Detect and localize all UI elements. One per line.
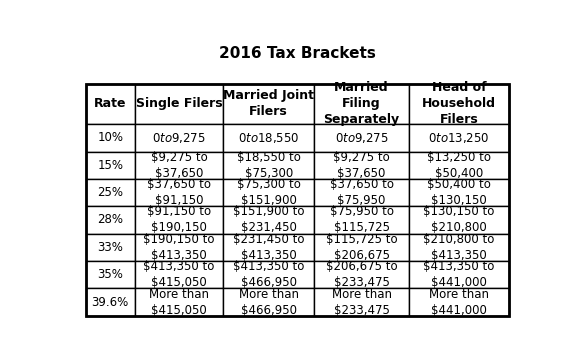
Text: 2016 Tax Brackets: 2016 Tax Brackets xyxy=(219,45,376,61)
Text: $190,150 to
$413,350: $190,150 to $413,350 xyxy=(143,233,215,262)
Text: $0 to $18,550: $0 to $18,550 xyxy=(238,131,299,145)
Bar xyxy=(135,234,223,261)
Bar xyxy=(409,234,509,261)
Text: $9,275 to
$37,650: $9,275 to $37,650 xyxy=(334,151,390,180)
Bar xyxy=(314,152,409,179)
Bar xyxy=(135,288,223,316)
Text: 28%: 28% xyxy=(97,213,124,226)
Bar xyxy=(409,288,509,316)
Text: Head of
Household
Filers: Head of Household Filers xyxy=(422,82,496,126)
Bar xyxy=(86,179,135,206)
Bar xyxy=(223,179,314,206)
Text: 15%: 15% xyxy=(97,159,124,172)
Bar xyxy=(135,261,223,288)
Text: Married Joint
Filers: Married Joint Filers xyxy=(223,90,314,118)
Bar xyxy=(86,234,135,261)
Bar xyxy=(135,179,223,206)
Bar xyxy=(86,261,135,288)
Text: $75,950 to
$115,725: $75,950 to $115,725 xyxy=(329,205,394,235)
Bar xyxy=(135,84,223,124)
Text: $13,250 to
$50,400: $13,250 to $50,400 xyxy=(427,151,491,180)
Bar xyxy=(409,124,509,152)
Text: 35%: 35% xyxy=(97,268,123,281)
Bar xyxy=(409,152,509,179)
Bar xyxy=(86,84,135,124)
Text: Single Filers: Single Filers xyxy=(136,97,222,110)
Text: $151,900 to
$231,450: $151,900 to $231,450 xyxy=(233,205,304,235)
Text: $0 to $13,250: $0 to $13,250 xyxy=(428,131,490,145)
Text: $37,650 to
$91,150: $37,650 to $91,150 xyxy=(147,178,211,207)
Text: $130,150 to
$210,800: $130,150 to $210,800 xyxy=(423,205,495,235)
Text: $210,800 to
$413,350: $210,800 to $413,350 xyxy=(423,233,495,262)
Bar xyxy=(314,124,409,152)
Bar xyxy=(223,124,314,152)
Bar xyxy=(223,261,314,288)
Text: More than
$441,000: More than $441,000 xyxy=(429,288,489,317)
Text: More than
$415,050: More than $415,050 xyxy=(149,288,209,317)
Text: $413,350 to
$466,950: $413,350 to $466,950 xyxy=(233,260,304,289)
Bar xyxy=(223,234,314,261)
Bar xyxy=(409,179,509,206)
Text: $206,675 to
$233,475: $206,675 to $233,475 xyxy=(326,260,397,289)
Text: $9,275 to
$37,650: $9,275 to $37,650 xyxy=(151,151,207,180)
Bar xyxy=(86,206,135,234)
Text: $75,300 to
$151,900: $75,300 to $151,900 xyxy=(237,178,300,207)
Bar xyxy=(135,152,223,179)
Bar xyxy=(314,206,409,234)
Bar xyxy=(86,84,509,316)
Bar xyxy=(314,234,409,261)
Text: $0 to $9,275: $0 to $9,275 xyxy=(335,131,389,145)
Text: $231,450 to
$413,350: $231,450 to $413,350 xyxy=(233,233,304,262)
Bar xyxy=(86,288,135,316)
Bar xyxy=(314,261,409,288)
Text: More than
$233,475: More than $233,475 xyxy=(332,288,392,317)
Bar xyxy=(314,288,409,316)
Bar xyxy=(314,84,409,124)
Text: $18,550 to
$75,300: $18,550 to $75,300 xyxy=(237,151,300,180)
Bar xyxy=(223,206,314,234)
Text: Rate: Rate xyxy=(94,97,126,110)
Text: $91,150 to
$190,150: $91,150 to $190,150 xyxy=(147,205,211,235)
Text: $0 to $9,275: $0 to $9,275 xyxy=(152,131,206,145)
Bar xyxy=(223,152,314,179)
Bar xyxy=(223,84,314,124)
Text: 33%: 33% xyxy=(97,241,123,254)
Text: $413,350 to
$441,000: $413,350 to $441,000 xyxy=(423,260,495,289)
Bar xyxy=(135,124,223,152)
Bar xyxy=(409,261,509,288)
Bar xyxy=(86,152,135,179)
Text: 39.6%: 39.6% xyxy=(92,296,129,309)
Text: Married
Filing
Separately: Married Filing Separately xyxy=(324,82,400,126)
Text: More than
$466,950: More than $466,950 xyxy=(239,288,299,317)
Text: $37,650 to
$75,950: $37,650 to $75,950 xyxy=(329,178,394,207)
Text: 25%: 25% xyxy=(97,186,124,199)
Bar xyxy=(314,179,409,206)
Bar xyxy=(409,206,509,234)
Text: $413,350 to
$415,050: $413,350 to $415,050 xyxy=(143,260,215,289)
Text: $115,725 to
$206,675: $115,725 to $206,675 xyxy=(326,233,397,262)
Text: $50,400 to
$130,150: $50,400 to $130,150 xyxy=(427,178,491,207)
Bar xyxy=(223,288,314,316)
Text: 10%: 10% xyxy=(97,131,124,144)
Bar xyxy=(135,206,223,234)
Bar xyxy=(86,124,135,152)
Bar xyxy=(409,84,509,124)
